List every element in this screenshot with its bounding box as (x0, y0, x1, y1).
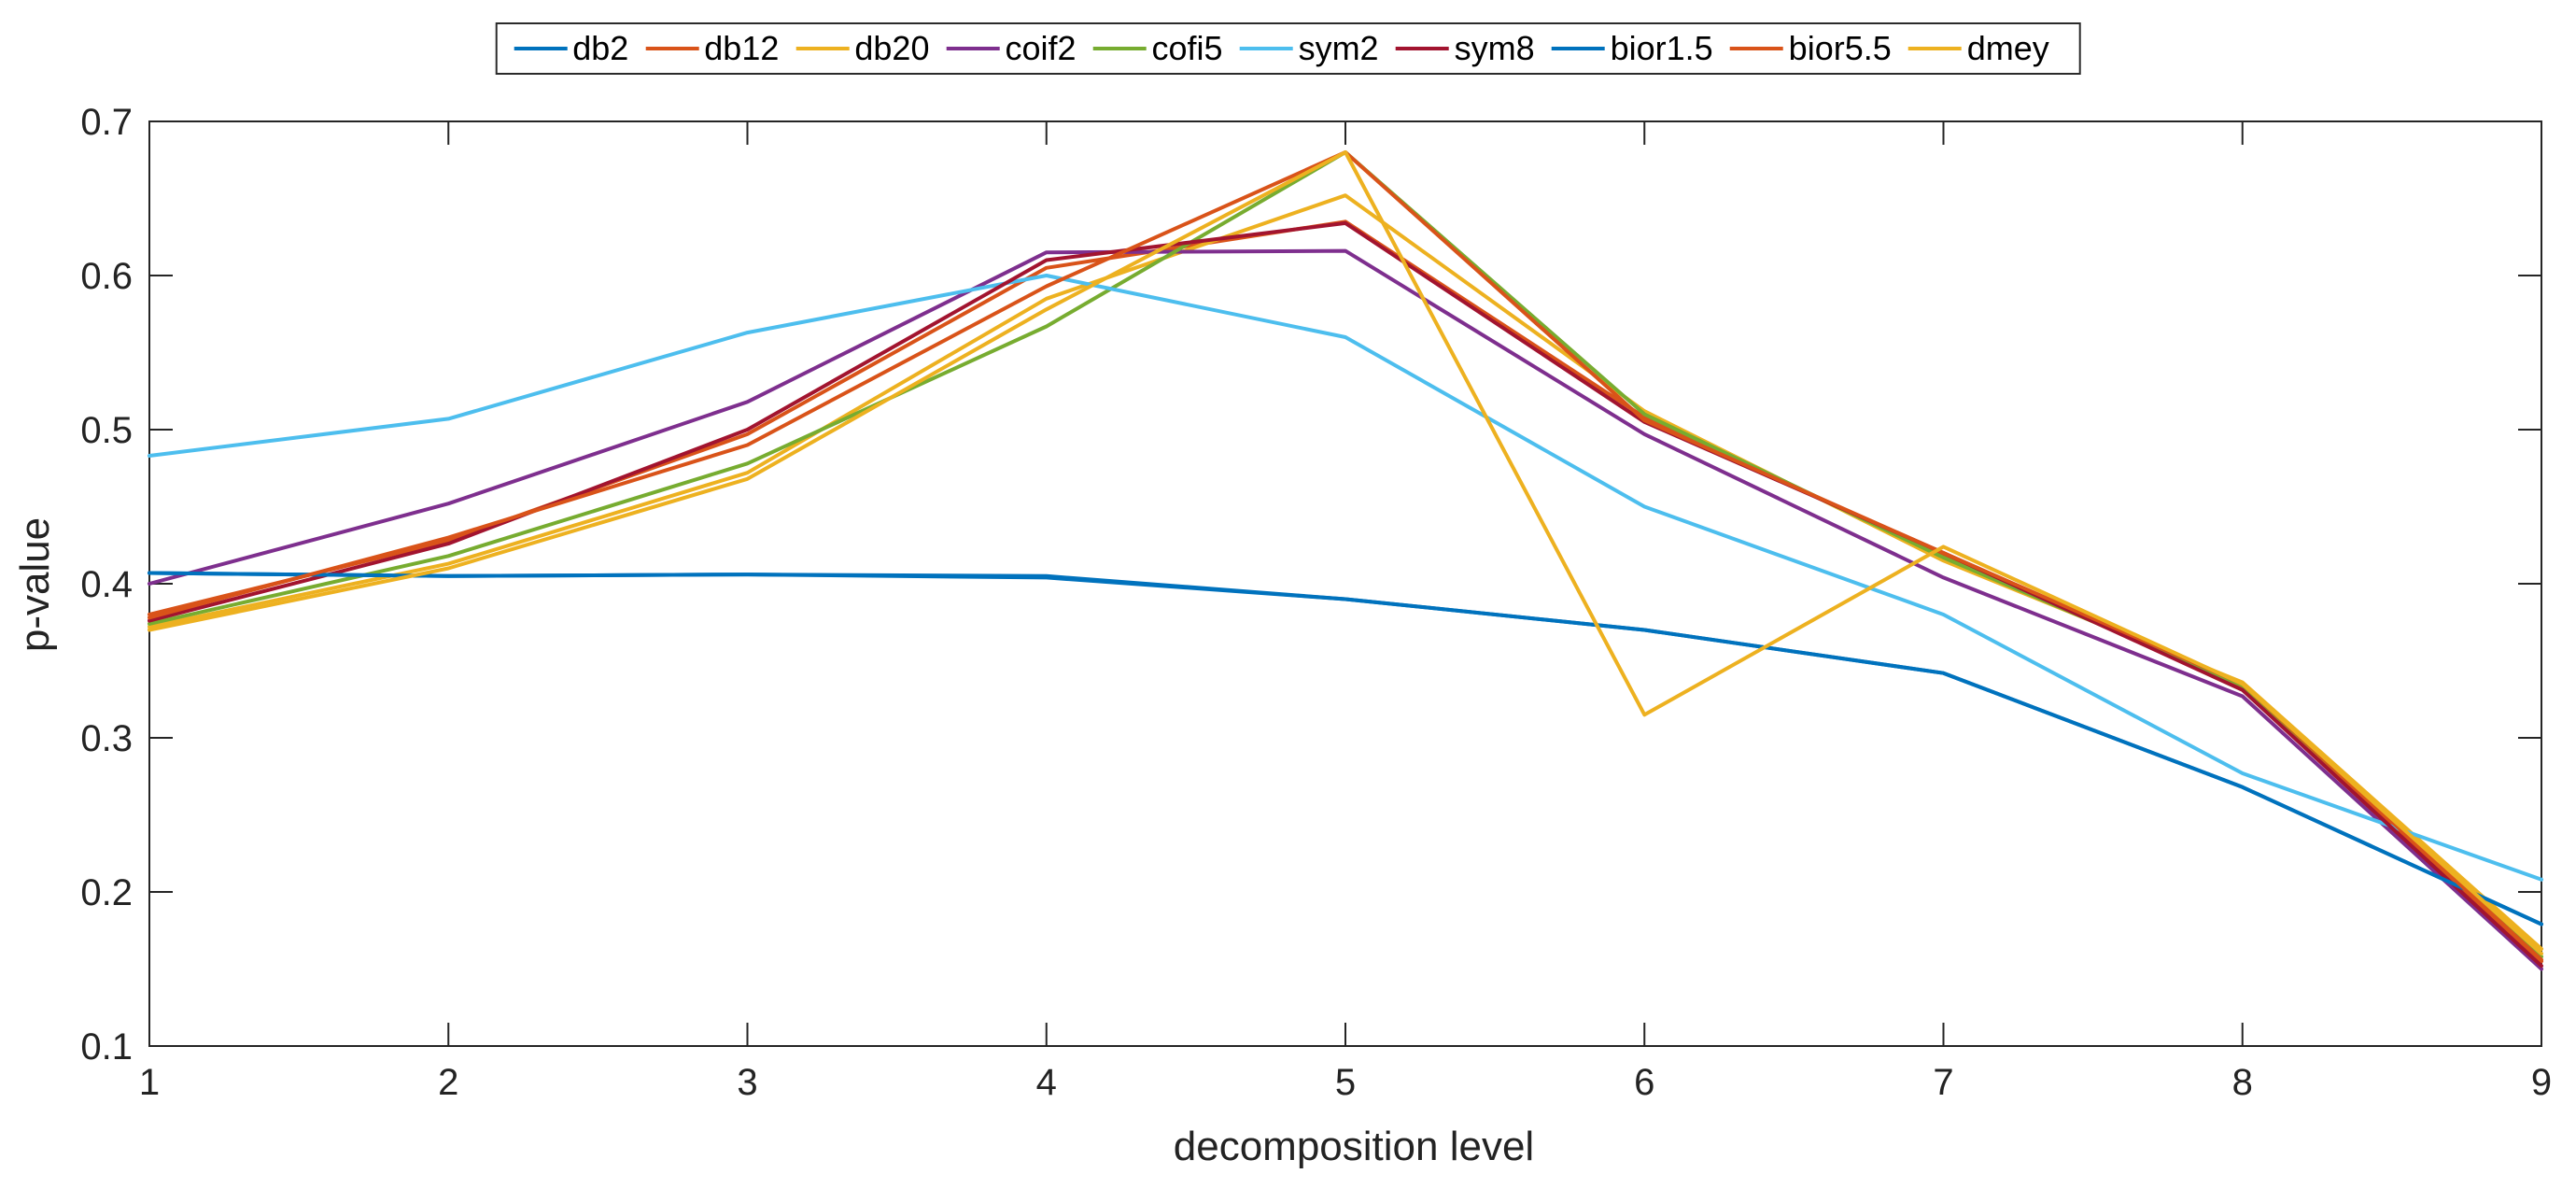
legend-entry-bior1.5: bior1.5 (1551, 29, 1726, 67)
legend-label: db12 (704, 29, 780, 67)
y-tick-label: 0.7 (80, 102, 133, 143)
legend-line-swatch (1551, 46, 1605, 50)
series-line-db12 (148, 219, 2543, 964)
legend-line-swatch (1729, 46, 1783, 50)
legend-label: db20 (854, 29, 930, 67)
legend-entry-cofi5: cofi5 (1092, 29, 1236, 67)
y-tick-label: 0.2 (80, 872, 133, 913)
legend-label: coif2 (1005, 29, 1077, 67)
y-tick-label: 0.3 (80, 718, 133, 759)
series-line-db2 (148, 571, 2543, 926)
x-tick-label: 9 (2531, 1062, 2552, 1103)
x-tick-label: 6 (1634, 1062, 1654, 1103)
legend-line-swatch (1395, 46, 1449, 50)
x-tick-label: 5 (1335, 1062, 1356, 1103)
x-tick-label: 4 (1036, 1062, 1057, 1103)
legend-label: bior5.5 (1788, 29, 1892, 67)
x-axis-label: decomposition level (1173, 1124, 1535, 1169)
y-tick-label: 0.1 (80, 1026, 133, 1068)
y-tick-label: 0.5 (80, 410, 133, 451)
legend-entry-sym8: sym8 (1395, 29, 1548, 67)
x-tick-label: 7 (1933, 1062, 1953, 1103)
series-line-bior5.5 (148, 150, 2543, 962)
y-tick-label: 0.6 (80, 256, 133, 297)
y-axis-label: p-value (12, 516, 58, 653)
legend-label: db2 (572, 29, 629, 67)
series-line-sym8 (148, 220, 2543, 969)
legend-line-swatch (1907, 46, 1962, 50)
legend-line-swatch (1092, 46, 1147, 50)
x-tick-label: 2 (438, 1062, 458, 1103)
legend-entry-dmey: dmey (1907, 29, 2062, 67)
legend-entry-db2: db2 (514, 30, 641, 67)
legend-entry-db12: db12 (645, 30, 792, 67)
series-line-dmey (148, 150, 2543, 955)
series-line-bior1.5 (148, 571, 2543, 926)
x-tick-label: 3 (737, 1062, 757, 1103)
legend-entry-coif2: coif2 (946, 30, 1089, 67)
legend-label: bior1.5 (1610, 29, 1713, 67)
legend-label: cofi5 (1151, 29, 1223, 67)
y-tick-label: 0.4 (80, 564, 133, 605)
legend-line-swatch (946, 46, 1000, 50)
legend-entry-sym2: sym2 (1239, 29, 1392, 67)
legend-entry-db20: db20 (795, 30, 942, 67)
legend-line-swatch (795, 46, 850, 50)
legend-label: sym8 (1454, 29, 1535, 67)
legend-line-swatch (1239, 46, 1293, 50)
legend-line-swatch (645, 46, 699, 50)
series-line-sym2 (148, 274, 2543, 882)
legend-label: dmey (1966, 29, 2049, 67)
legend-entry-bior5.5: bior5.5 (1729, 29, 1905, 67)
x-tick-label: 1 (139, 1062, 160, 1103)
plot-box (148, 120, 2542, 1047)
legend-box: db2 db12 db20 coif2 cofi5 sym2 sym8 bior1.5 bior… (495, 22, 2081, 75)
x-tick-label: 8 (2232, 1062, 2253, 1103)
legend-line-swatch (514, 46, 568, 50)
series-line-cofi5 (148, 150, 2543, 959)
legend-label: sym2 (1298, 29, 1379, 67)
series-line-coif2 (148, 248, 2543, 971)
series-line-db20 (148, 193, 2543, 951)
